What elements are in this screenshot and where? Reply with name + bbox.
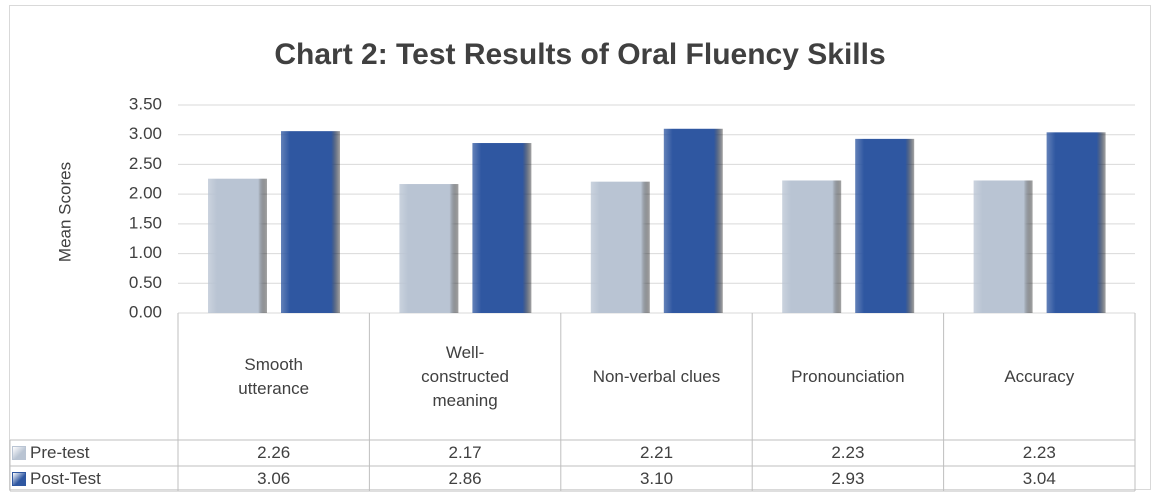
- x-tick-label: Accuracy: [944, 313, 1135, 440]
- y-tick-label: 1.00: [129, 243, 162, 262]
- table-value: 2.86: [369, 466, 560, 491]
- bar: [973, 180, 1033, 313]
- category-text: Accuracy: [1004, 366, 1075, 386]
- bar: [663, 128, 723, 313]
- table-value-text: 3.06: [257, 468, 291, 488]
- table-value-text: 2.21: [639, 443, 674, 462]
- table-value-text: 2.26: [257, 443, 291, 462]
- bar: [472, 143, 532, 313]
- table-value: 2.17: [369, 440, 560, 466]
- table-value-text: 3.10: [639, 468, 674, 488]
- legend-key: [12, 471, 26, 486]
- category-text: Well-constructed meaning: [421, 342, 510, 410]
- table-value: 2.23: [752, 440, 943, 466]
- bar: [281, 131, 340, 313]
- legend-key: [12, 446, 26, 460]
- y-tick-label: 3.00: [129, 124, 162, 143]
- y-tick-label: 2.00: [129, 184, 162, 203]
- bar: [208, 178, 267, 313]
- y-tick-label: 1.50: [129, 213, 162, 232]
- table-value: 2.93: [752, 466, 943, 491]
- y-axis-title: Mean Scores: [55, 162, 74, 262]
- bar: [855, 138, 915, 313]
- x-tick-label: Non-verbal clues: [561, 313, 752, 440]
- bar: [782, 180, 842, 313]
- table-value: 3.10: [561, 466, 752, 491]
- y-tick-label: 2.50: [129, 154, 162, 173]
- table-value-text: 3.04: [1022, 468, 1056, 488]
- table-value-text: 2.17: [448, 443, 482, 462]
- legend-label: Pre-test: [30, 443, 90, 462]
- category-text: Smooth utterance: [238, 354, 310, 398]
- y-tick-label: 0.00: [129, 302, 162, 321]
- table-value: 2.21: [561, 440, 752, 466]
- chart-title: Chart 2: Test Results of Oral Fluency Sk…: [274, 38, 885, 71]
- x-tick-label: Pronounciation: [752, 313, 943, 440]
- legend-label: Post-Test: [30, 468, 101, 488]
- table-value-text: 2.86: [448, 468, 482, 488]
- legend-item: Post-Test: [10, 466, 178, 491]
- x-tick-label: Well-constructed meaning: [369, 313, 560, 440]
- table-value-text: 2.23: [1022, 443, 1056, 462]
- category-text: Pronounciation: [791, 366, 905, 386]
- bar: [399, 184, 459, 313]
- legend-item: Pre-test: [10, 440, 178, 466]
- x-tick-label: Smooth utterance: [178, 313, 369, 440]
- table-value: 2.23: [944, 440, 1135, 466]
- table-value-text: 2.93: [831, 468, 865, 488]
- chart-border: [9, 5, 1151, 490]
- bar: [590, 181, 650, 313]
- table-value-text: 2.23: [831, 443, 865, 462]
- y-tick-label: 0.50: [129, 273, 162, 292]
- table-value: 2.26: [178, 440, 369, 466]
- category-text: Non-verbal clues: [592, 366, 721, 386]
- bar: [1046, 132, 1106, 313]
- y-tick-label: 3.50: [129, 94, 162, 113]
- table-value: 3.06: [178, 466, 369, 491]
- table-value: 3.04: [944, 466, 1135, 491]
